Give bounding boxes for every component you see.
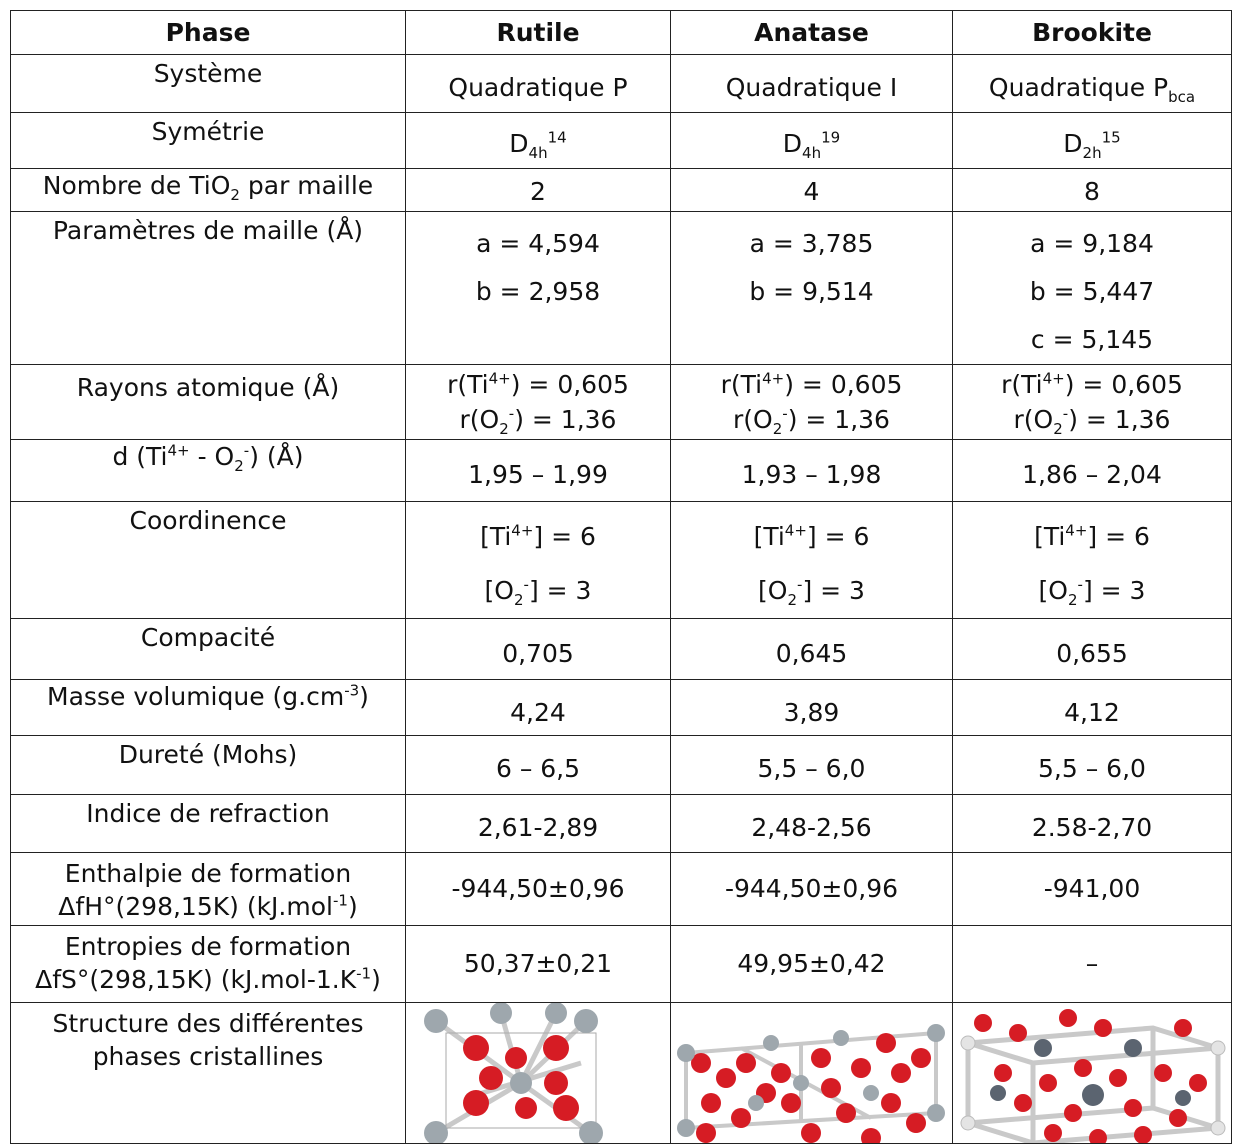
brookite-structure-image: [960, 1009, 1226, 1143]
cell-durete-brookite: 5,5 – 6,0: [952, 735, 1232, 795]
cell-durete-anatase: 5,5 – 6,0: [670, 735, 953, 795]
cell-symetrie-brookite: D2h15: [952, 112, 1232, 169]
cell-entropie-rutile: 50,37±0,21: [405, 925, 671, 1003]
label-indice: Indice de refraction: [10, 794, 406, 853]
cell-nombre-rutile: 2: [405, 168, 671, 212]
cell-rayons-brookite: r(Ti4+) = 0,605 r(O2-) = 1,36: [952, 364, 1232, 440]
row-coordinence: Coordinence [Ti4+] = 6 [O2-] = 3 [Ti4+] …: [10, 501, 1232, 619]
row-parametres: Paramètres de maille (Å) a = 4,594 b = 2…: [10, 211, 1232, 365]
cell-masse-brookite: 4,12: [952, 679, 1232, 736]
cell-coordinence-rutile: [Ti4+] = 6 [O2-] = 3: [405, 501, 671, 619]
cell-structure-rutile: [405, 1002, 671, 1144]
cell-distance-rutile: 1,95 – 1,99: [405, 439, 671, 502]
rutile-structure-image: [424, 1003, 603, 1143]
row-durete: Dureté (Mohs) 6 – 6,5 5,5 – 6,0 5,5 – 6,…: [10, 735, 1232, 795]
header-phase: Phase: [10, 10, 406, 55]
cell-compacite-brookite: 0,655: [952, 618, 1232, 680]
cell-distance-anatase: 1,93 – 1,98: [670, 439, 953, 502]
cell-rayons-rutile: r(Ti4+) = 0,605 r(O2-) = 1,36: [405, 364, 671, 440]
cell-parametres-brookite: a = 9,184 b = 5,447 c = 5,145: [952, 211, 1232, 365]
cell-indice-rutile: 2,61-2,89: [405, 794, 671, 853]
cell-masse-anatase: 3,89: [670, 679, 953, 736]
cell-entropie-anatase: 49,95±0,42: [670, 925, 953, 1003]
label-enthalpie: Enthalpie de formation ΔfH°(298,15K) (kJ…: [10, 852, 406, 926]
header-rutile: Rutile: [405, 10, 671, 55]
row-masse: Masse volumique (g.cm-3) 4,24 3,89 4,12: [10, 679, 1232, 736]
label-durete: Dureté (Mohs): [10, 735, 406, 795]
cell-nombre-brookite: 8: [952, 168, 1232, 212]
label-masse: Masse volumique (g.cm-3): [10, 679, 406, 736]
row-compacite: Compacité 0,705 0,645 0,655: [10, 618, 1232, 680]
cell-enthalpie-brookite: -941,00: [952, 852, 1232, 926]
label-compacite: Compacité: [10, 618, 406, 680]
cell-systeme-brookite: Quadratique Pbca: [952, 54, 1232, 113]
row-distance: d (Ti4+ - O2-) (Å) 1,95 – 1,99 1,93 – 1,…: [10, 439, 1232, 502]
label-systeme: Système: [10, 54, 406, 113]
row-systeme: Système Quadratique P Quadratique I Quad…: [10, 54, 1232, 113]
anatase-structure-image: [677, 1024, 945, 1143]
cell-coordinence-anatase: [Ti4+] = 6 [O2-] = 3: [670, 501, 953, 619]
header-anatase: Anatase: [670, 10, 953, 55]
cell-distance-brookite: 1,86 – 2,04: [952, 439, 1232, 502]
label-symetrie: Symétrie: [10, 112, 406, 169]
label-parametres: Paramètres de maille (Å): [10, 211, 406, 365]
cell-compacite-rutile: 0,705: [405, 618, 671, 680]
cell-entropie-brookite: –: [952, 925, 1232, 1003]
cell-systeme-anatase: Quadratique I: [670, 54, 953, 113]
label-rayons: Rayons atomique (Å): [10, 364, 406, 440]
row-nombre: Nombre de TiO2 par maille 2 4 8: [10, 168, 1232, 212]
label-distance: d (Ti4+ - O2-) (Å): [10, 439, 406, 502]
cell-structure-anatase: [670, 1002, 953, 1144]
label-nombre: Nombre de TiO2 par maille: [10, 168, 406, 212]
cell-symetrie-rutile: D4h14: [405, 112, 671, 169]
row-structure: Structure des différentes phases cristal…: [10, 1002, 1232, 1144]
cell-durete-rutile: 6 – 6,5: [405, 735, 671, 795]
cell-enthalpie-anatase: -944,50±0,96: [670, 852, 953, 926]
label-structure: Structure des différentes phases cristal…: [10, 1002, 406, 1144]
cell-rayons-anatase: r(Ti4+) = 0,605 r(O2-) = 1,36: [670, 364, 953, 440]
cell-indice-brookite: 2.58-2,70: [952, 794, 1232, 853]
cell-indice-anatase: 2,48-2,56: [670, 794, 953, 853]
header-brookite: Brookite: [952, 10, 1232, 55]
tio2-phase-table: Phase Rutile Anatase Brookite Système Qu…: [10, 10, 1232, 1144]
header-row: Phase Rutile Anatase Brookite: [10, 10, 1232, 55]
row-indice: Indice de refraction 2,61-2,89 2,48-2,56…: [10, 794, 1232, 853]
cell-nombre-anatase: 4: [670, 168, 953, 212]
row-rayons: Rayons atomique (Å) r(Ti4+) = 0,605 r(O2…: [10, 364, 1232, 440]
label-coordinence: Coordinence: [10, 501, 406, 619]
cell-masse-rutile: 4,24: [405, 679, 671, 736]
cell-compacite-anatase: 0,645: [670, 618, 953, 680]
cell-parametres-anatase: a = 3,785 b = 9,514: [670, 211, 953, 365]
cell-parametres-rutile: a = 4,594 b = 2,958: [405, 211, 671, 365]
row-entropie: Entropies de formation ΔfS°(298,15K) (kJ…: [10, 925, 1232, 1003]
row-symetrie: Symétrie D4h14 D4h19 D2h15: [10, 112, 1232, 169]
cell-enthalpie-rutile: -944,50±0,96: [405, 852, 671, 926]
cell-systeme-rutile: Quadratique P: [405, 54, 671, 113]
label-entropie: Entropies de formation ΔfS°(298,15K) (kJ…: [10, 925, 406, 1003]
cell-symetrie-anatase: D4h19: [670, 112, 953, 169]
cell-structure-brookite: [952, 1002, 1232, 1144]
row-enthalpie: Enthalpie de formation ΔfH°(298,15K) (kJ…: [10, 852, 1232, 926]
cell-coordinence-brookite: [Ti4+] = 6 [O2-] = 3: [952, 501, 1232, 619]
